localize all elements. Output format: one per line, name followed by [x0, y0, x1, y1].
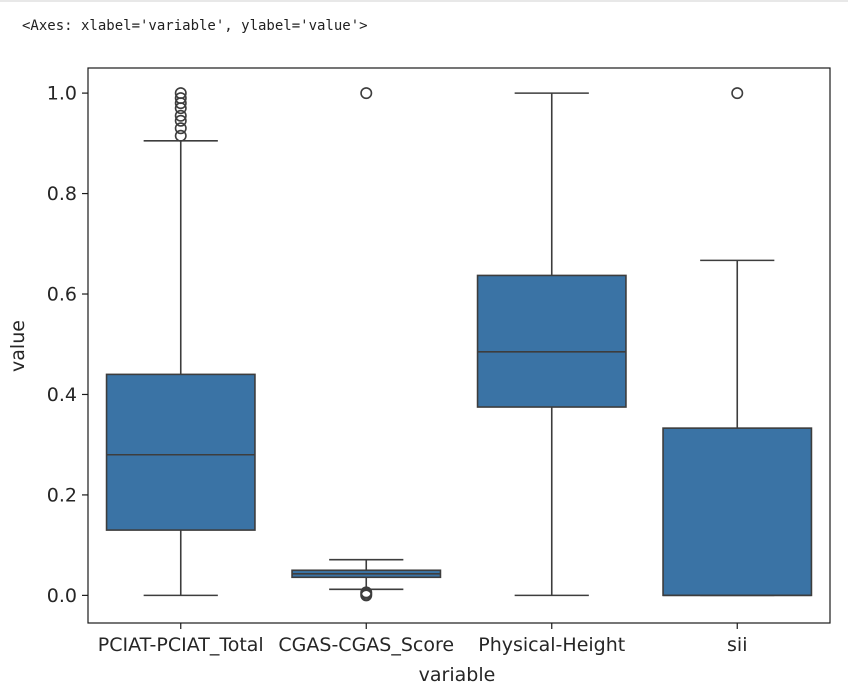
outlier-point — [174, 129, 187, 142]
x-tick-label: Physical-Height — [478, 634, 625, 656]
outlier-point — [731, 87, 744, 100]
x-tick-label: sii — [727, 634, 747, 656]
y-tick-label: 0.0 — [47, 585, 77, 607]
outlier-point — [174, 122, 187, 135]
box-group-3 — [662, 87, 813, 597]
outlier-point — [174, 114, 187, 127]
outlier-point — [174, 92, 187, 105]
box-group-2 — [476, 92, 627, 597]
outlier-point — [174, 109, 187, 122]
outlier-point — [360, 586, 373, 599]
y-tick-label: 0.6 — [47, 284, 77, 306]
box-group-1 — [291, 87, 442, 602]
iqr-box — [105, 373, 256, 531]
y-axis-label: value — [7, 320, 29, 372]
plot-area — [105, 87, 813, 602]
cell-divider — [0, 0, 848, 2]
box-group-0 — [105, 87, 256, 597]
iqr-box — [662, 427, 813, 597]
x-axis: PCIAT-PCIAT_Total CGAS-CGAS_Score Physical… — [98, 623, 747, 656]
axes-repr-text: <Axes: xlabel='variable', ylabel='value'… — [22, 18, 368, 34]
iqr-box — [476, 274, 627, 408]
axes-frame — [87, 67, 831, 624]
y-tick-label: 1.0 — [47, 83, 77, 105]
outlier-point — [174, 87, 187, 100]
y-axis: 0.0 0.2 0.4 0.6 0.8 1.0 — [47, 83, 88, 607]
x-tick-label: PCIAT-PCIAT_Total — [98, 634, 264, 656]
y-tick-label: 0.2 — [47, 484, 77, 506]
y-tick-label: 0.8 — [47, 183, 77, 205]
y-tick-label: 0.4 — [47, 384, 77, 406]
outlier-point — [360, 87, 373, 100]
x-tick-label: CGAS-CGAS_Score — [278, 634, 454, 656]
x-axis-label: variable — [419, 664, 496, 686]
